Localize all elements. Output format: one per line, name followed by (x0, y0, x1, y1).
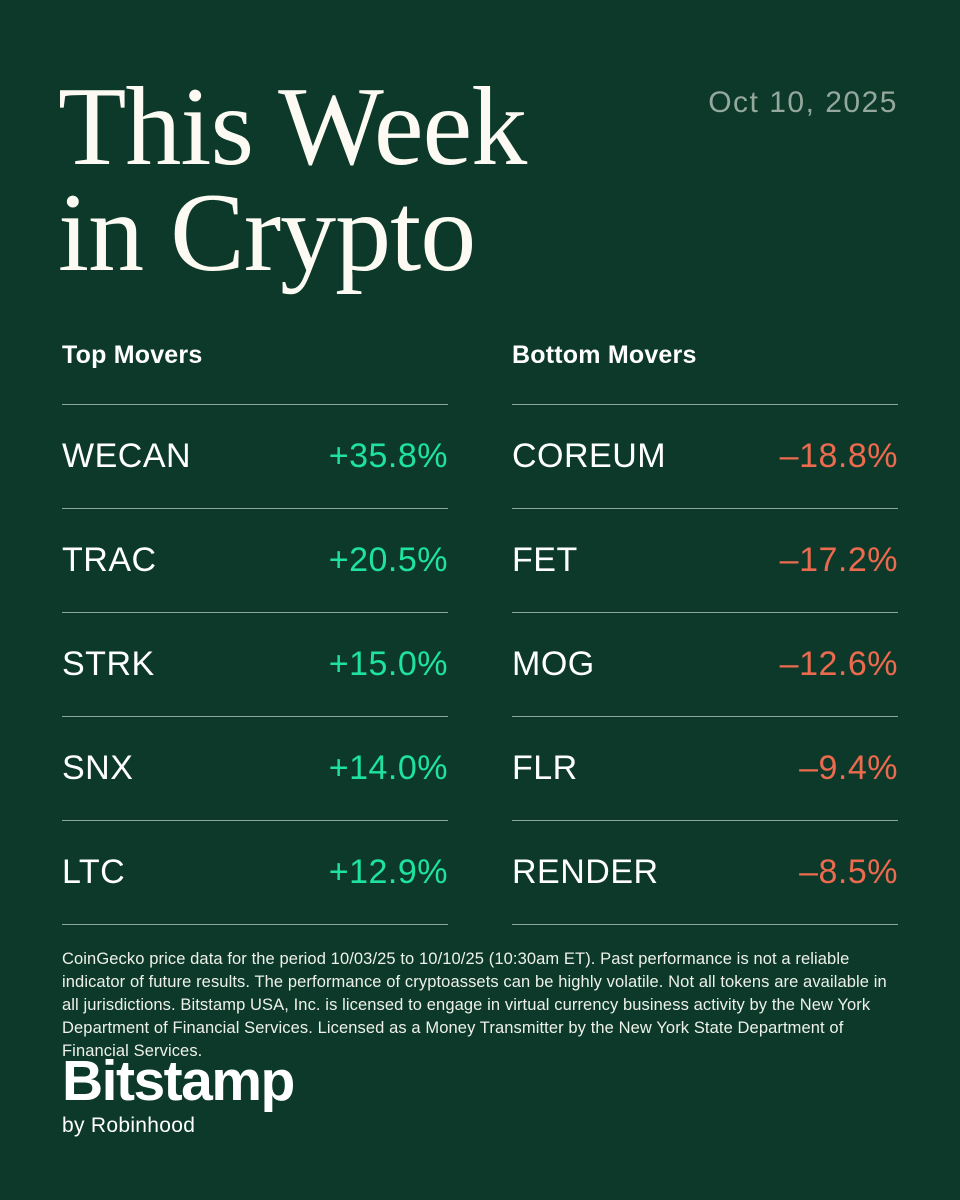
ticker-symbol: FLR (512, 749, 578, 787)
change-value: –9.4% (799, 749, 898, 787)
table-row: WECAN +35.8% (62, 404, 448, 508)
change-value: +12.9% (328, 853, 448, 891)
page-title: This Week in Crypto (58, 71, 527, 289)
table-row: FLR –9.4% (512, 716, 898, 820)
ticker-symbol: STRK (62, 645, 155, 683)
bottom-movers-section: Bottom Movers COREUM –18.8% FET –17.2% M… (512, 340, 898, 925)
top-movers-header: Top Movers (62, 341, 203, 369)
table-row: MOG –12.6% (512, 612, 898, 716)
change-value: +15.0% (328, 645, 448, 683)
ticker-symbol: SNX (62, 749, 134, 787)
table-row: STRK +15.0% (62, 612, 448, 716)
table-row: RENDER –8.5% (512, 820, 898, 924)
ticker-symbol: COREUM (512, 437, 667, 475)
ticker-symbol: TRAC (62, 541, 157, 579)
change-value: –8.5% (799, 853, 898, 891)
table-row: TRAC +20.5% (62, 508, 448, 612)
change-value: –12.6% (779, 645, 898, 683)
change-value: +35.8% (328, 437, 448, 475)
bitstamp-logo: Bitstamp by Robinhood (62, 1049, 295, 1138)
top-movers-section: Top Movers WECAN +35.8% TRAC +20.5% STRK… (62, 340, 448, 925)
table-row: LTC +12.9% (62, 820, 448, 924)
top-movers-table: WECAN +35.8% TRAC +20.5% STRK +15.0% SNX… (62, 404, 448, 925)
change-value: +20.5% (328, 541, 448, 579)
bitstamp-wordmark: Bitstamp (62, 1049, 295, 1113)
page-title-line2: in Crypto (58, 171, 476, 295)
ticker-symbol: RENDER (512, 853, 659, 891)
date-label: Oct 10, 2025 (708, 86, 898, 119)
ticker-symbol: LTC (62, 853, 126, 891)
ticker-symbol: WECAN (62, 437, 192, 475)
page-title-line1: This Week (58, 65, 527, 189)
by-robinhood-label: by Robinhood (62, 1114, 196, 1137)
change-value: +14.0% (328, 749, 448, 787)
change-value: –17.2% (779, 541, 898, 579)
table-row: FET –17.2% (512, 508, 898, 612)
table-row: SNX +14.0% (62, 716, 448, 820)
table-row: COREUM –18.8% (512, 404, 898, 508)
bottom-movers-header: Bottom Movers (512, 341, 697, 369)
change-value: –18.8% (779, 437, 898, 475)
ticker-symbol: MOG (512, 645, 595, 683)
ticker-symbol: FET (512, 541, 578, 579)
movers-tables: Top Movers WECAN +35.8% TRAC +20.5% STRK… (62, 340, 898, 925)
disclaimer-text: CoinGecko price data for the period 10/0… (62, 950, 887, 1060)
bottom-movers-table: COREUM –18.8% FET –17.2% MOG –12.6% FLR … (512, 404, 898, 925)
